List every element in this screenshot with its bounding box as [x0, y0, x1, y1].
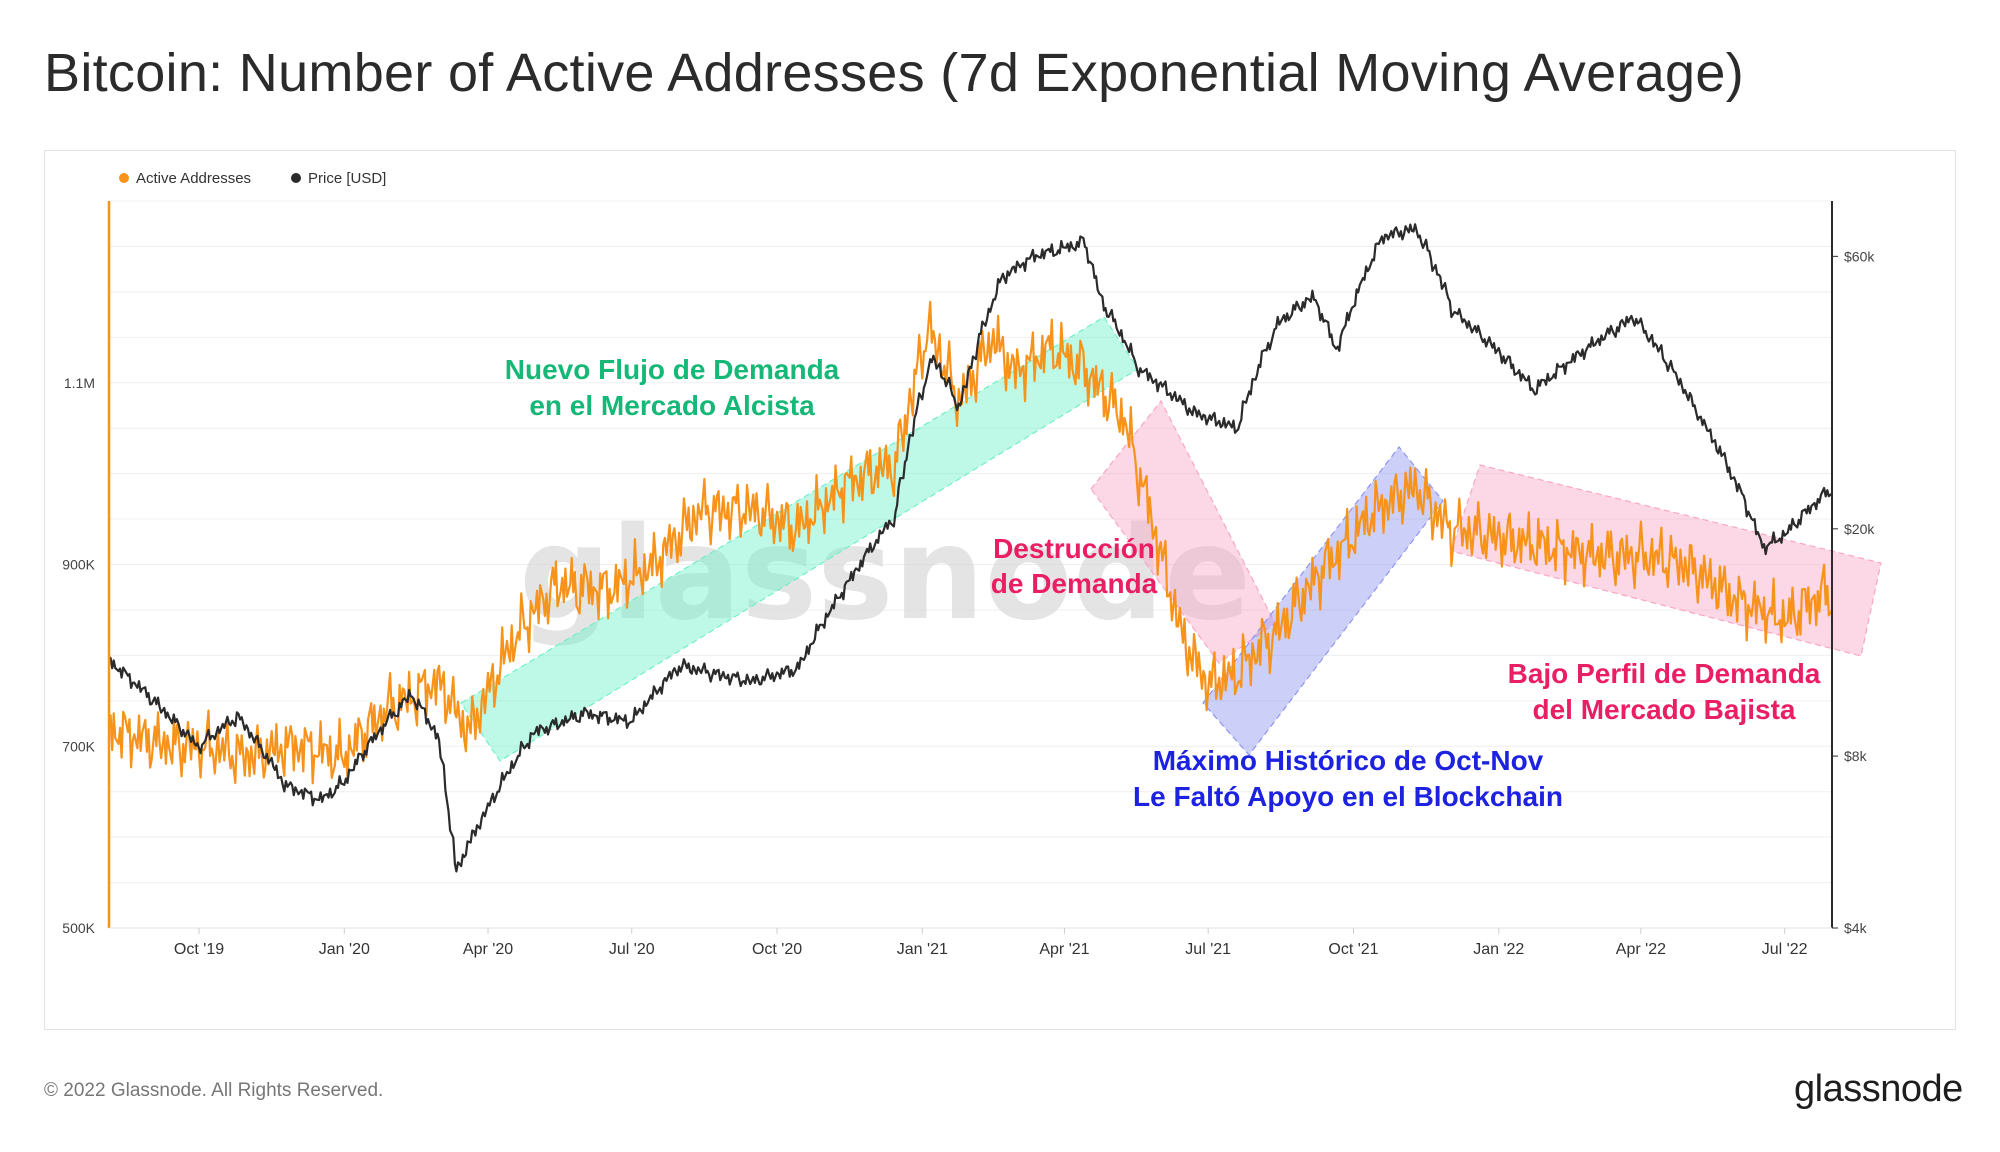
x-tick-label: Oct '20 — [752, 941, 802, 958]
chart-frame: glassnode Oct '19 Jan '20 Apr '20 Jul '20 Oc… — [44, 150, 1956, 1030]
x-tick-label: Oct '19 — [174, 941, 224, 958]
legend: Active Addresses Price [USD] — [119, 170, 386, 187]
bull-annotation-line1: Nuevo Flujo de Demanda — [505, 354, 840, 385]
right-tick-label: $8k — [1844, 748, 1868, 764]
x-tick-label: Jan '22 — [1473, 941, 1524, 958]
ath-annotation-line1: Máximo Histórico de Oct-Nov — [1153, 745, 1544, 776]
left-tick-label: 1.1M — [64, 375, 95, 391]
legend-price-dot — [291, 173, 301, 183]
bull-annotation-line2: en el Mercado Alcista — [529, 390, 815, 421]
x-tick-label: Jan '20 — [319, 941, 370, 958]
right-tick-label: $20k — [1844, 521, 1875, 537]
ath-annotation-line2: Le Faltó Apoyo en el Blockchain — [1133, 781, 1563, 812]
bear-annotation-line1: Bajo Perfil de Demanda — [1508, 658, 1821, 689]
left-tick-label: 700K — [62, 738, 95, 754]
annotations: Nuevo Flujo de Demanda en el Mercado Alc… — [505, 354, 1821, 812]
axes — [107, 201, 1833, 929]
footer-logo: glassnode — [1794, 1068, 1963, 1110]
x-tick-label: Oct '21 — [1328, 941, 1378, 958]
destroy-annotation-line1: Destrucción — [993, 533, 1155, 564]
chart: glassnode Oct '19 Jan '20 Apr '20 Jul '20 Oc… — [62, 170, 1882, 958]
legend-price-label: Price [USD] — [308, 170, 386, 187]
left-tick-label: 900K — [62, 557, 95, 573]
legend-active-dot — [119, 173, 129, 183]
right-axis-ticks: $4k $8k $20k $60k — [1832, 248, 1875, 936]
price-series — [108, 223, 1833, 873]
bear-annotation-line2: del Mercado Bajista — [1533, 694, 1796, 725]
x-tick-label: Jan '21 — [897, 941, 948, 958]
legend-active-label: Active Addresses — [136, 170, 251, 187]
right-tick-label: $60k — [1844, 248, 1875, 264]
footer-copyright: © 2022 Glassnode. All Rights Reserved. — [44, 1080, 384, 1101]
left-tick-label: 500K — [62, 920, 95, 936]
x-tick-label: Apr '20 — [463, 941, 513, 958]
x-tick-label: Apr '21 — [1039, 941, 1089, 958]
x-tick-label: Jul '20 — [609, 941, 655, 958]
page-title: Bitcoin: Number of Active Addresses (7d … — [44, 43, 1745, 103]
left-axis-ticks: 500K 700K 900K 1.1M — [62, 375, 95, 936]
right-tick-label: $4k — [1844, 920, 1868, 936]
x-tick-label: Jul '21 — [1185, 941, 1231, 958]
destroy-annotation-line2: de Demanda — [991, 568, 1158, 599]
x-tick-label: Jul '22 — [1762, 941, 1808, 958]
x-axis-ticks: Oct '19 Jan '20 Apr '20 Jul '20 Oct '20 Jan '… — [174, 928, 1808, 958]
x-tick-label: Apr '22 — [1616, 941, 1666, 958]
